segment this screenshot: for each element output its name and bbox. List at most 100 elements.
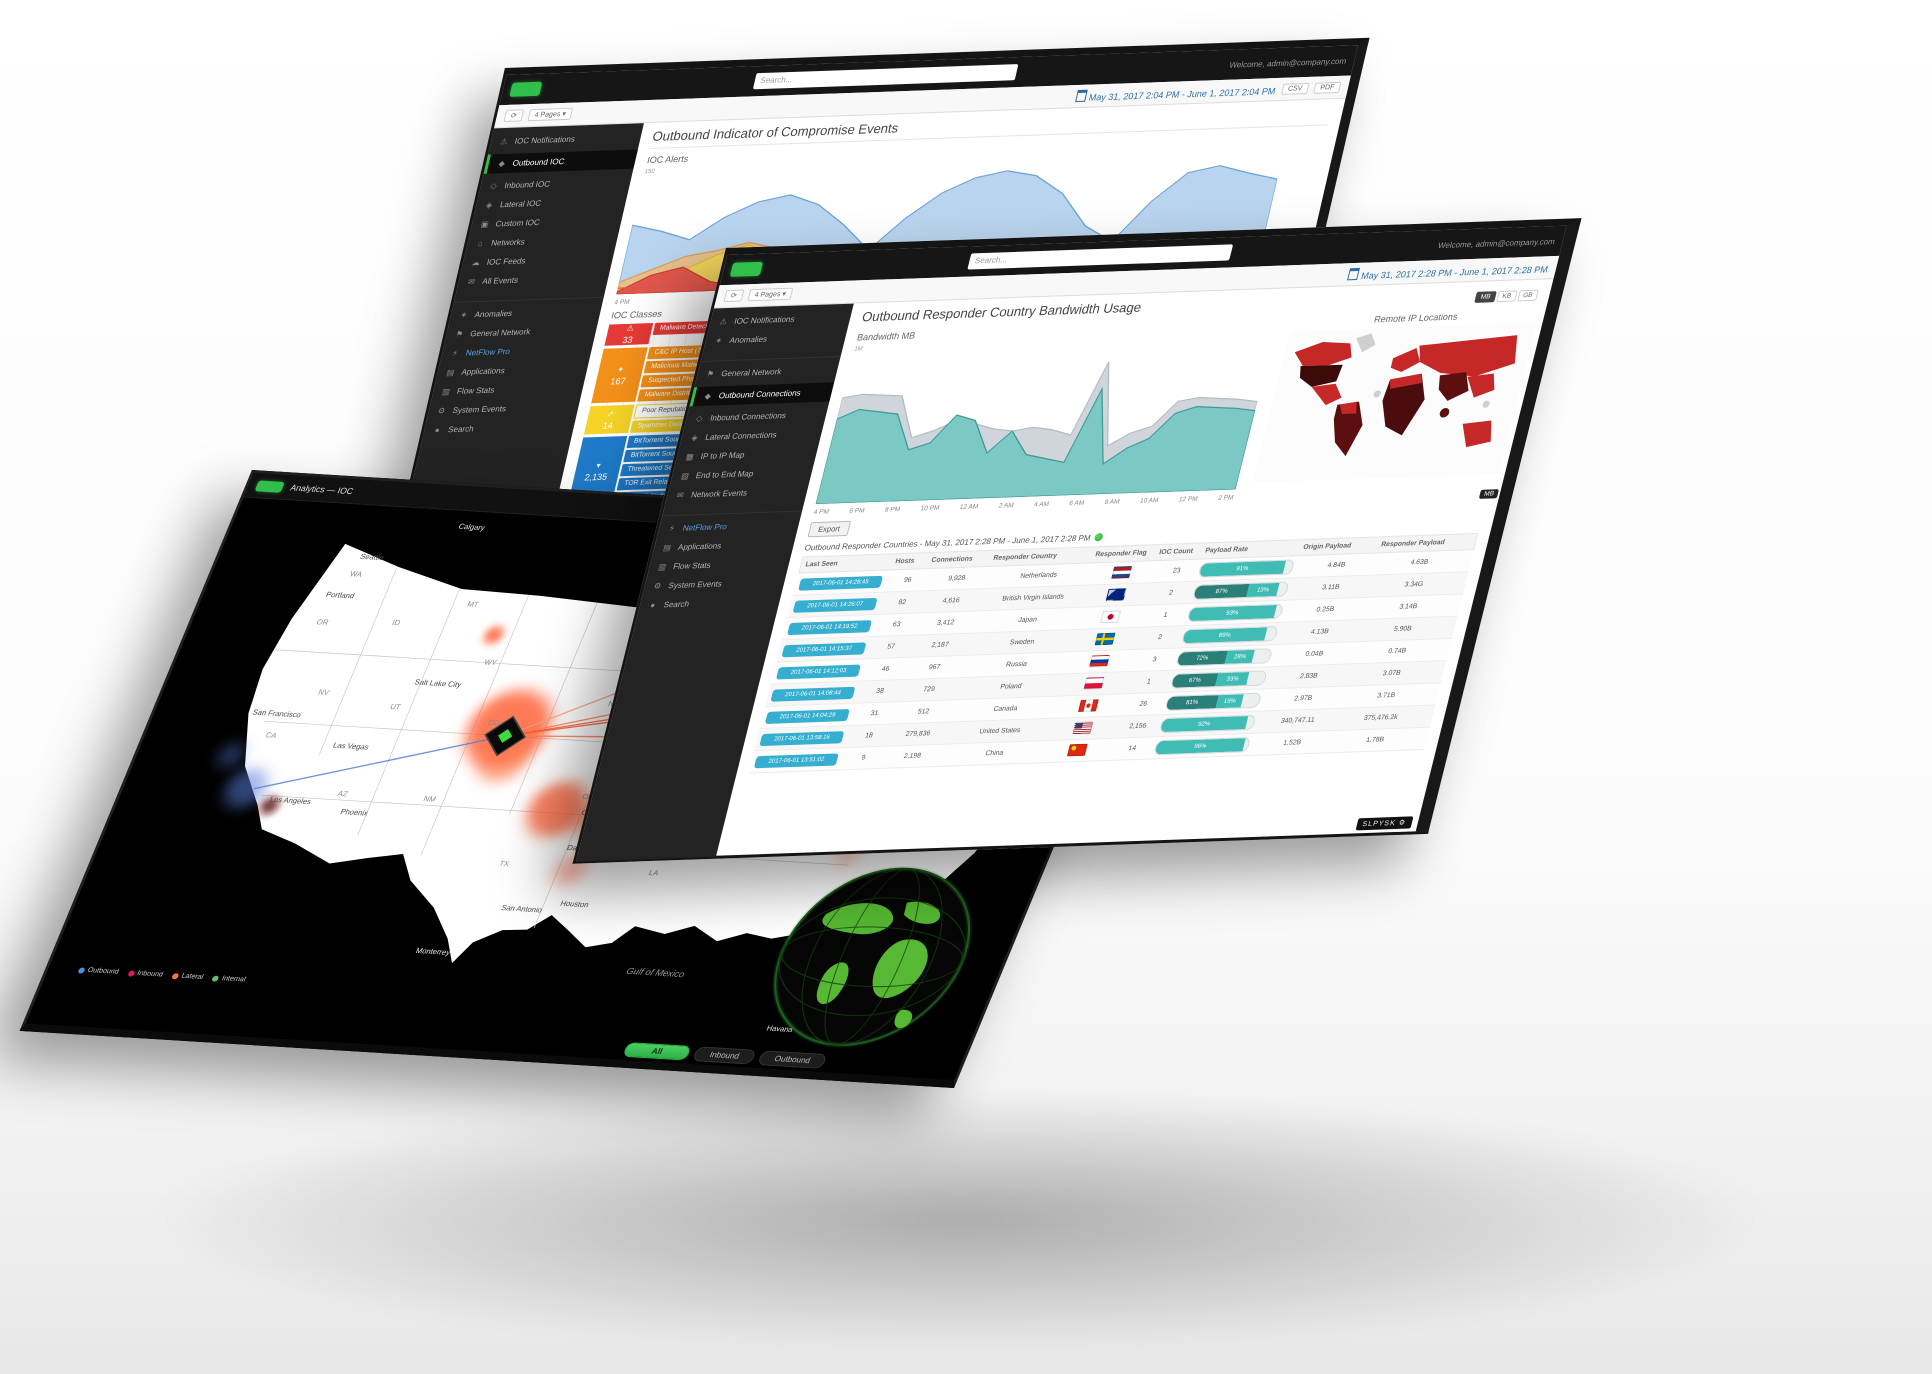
refresh-button[interactable]: ⟳: [503, 109, 525, 123]
sidebar-item-outbound-ioc[interactable]: ◆ Outbound IOC: [483, 149, 638, 174]
map-label: Monterrey: [415, 946, 452, 957]
class-count: 2,135: [583, 471, 609, 483]
payload-rate-bar: 72% 28%: [1175, 648, 1274, 667]
country-cell: Japan: [1017, 616, 1038, 625]
hosts-cell: 46: [880, 665, 891, 673]
sidebar-item-label: Networks: [490, 237, 526, 248]
refresh-button[interactable]: ⟳: [723, 289, 745, 303]
unit-button-mb[interactable]: MB: [1474, 291, 1497, 303]
unit-button-gb[interactable]: GB: [1516, 289, 1539, 302]
pdf-button[interactable]: PDF: [1313, 81, 1342, 94]
bandwidth-area-chart[interactable]: [814, 338, 1273, 505]
sidebar-item-label: Search: [447, 424, 475, 435]
se-flag-icon: [1094, 632, 1116, 645]
x-tick: 10 AM: [1139, 497, 1160, 505]
timestamp-chip[interactable]: 2017-06-01 14:26:07: [792, 597, 878, 613]
timestamp-chip[interactable]: 2017-06-01 14:28:45: [798, 575, 884, 591]
sidebar-item-label: Network Events: [690, 488, 749, 500]
outbound-icon: ◆: [703, 391, 713, 401]
sidebar-item-general-network[interactable]: ⚑ General Network: [695, 356, 841, 385]
sidebar-item-label: Inbound IOC: [503, 179, 552, 191]
legend-label: Internal: [220, 975, 247, 984]
search-input[interactable]: Search...: [752, 64, 1019, 90]
date-range[interactable]: May 31, 2017 2:04 PM - June 1, 2017 2:04…: [1075, 83, 1278, 103]
pl-flag-icon: [1083, 676, 1105, 690]
date-range[interactable]: May 31, 2017 2:28 PM - June 1, 2017 2:28…: [1347, 261, 1550, 281]
country-cell: Sweden: [1008, 638, 1036, 647]
threat-blob: [224, 768, 268, 808]
x-tick: 6 AM: [1068, 499, 1085, 508]
timestamp-chip[interactable]: 2017-06-01 14:08:44: [770, 686, 856, 702]
column-header: Responder Country: [992, 552, 1058, 562]
ioc-count-cell: 2,156: [1128, 722, 1148, 731]
calendar-icon: [1075, 89, 1088, 102]
apps-icon: ▤: [445, 367, 456, 378]
origin-payload-cell: 1.52B: [1282, 739, 1302, 747]
map-label: NV: [317, 688, 332, 697]
x-tick: 2 AM: [997, 502, 1015, 510]
sidebar-item-outbound-connections[interactable]: ◆ Outbound Connections: [689, 382, 835, 407]
column-header: Hosts: [894, 557, 916, 566]
origin-payload-cell: 4.84B: [1326, 561, 1347, 570]
timestamp-chip[interactable]: 2017-06-01 14:12:03: [776, 664, 862, 680]
timestamp-chip[interactable]: 2017-06-01 13:51:02: [753, 752, 839, 768]
sidebar-item-network-events[interactable]: ✉ Network Events: [665, 481, 810, 505]
csv-button[interactable]: CSV: [1280, 82, 1310, 95]
sidebar-item-search[interactable]: ● Search: [637, 591, 782, 615]
responder-payload-cell: 4.63B: [1409, 558, 1430, 567]
threat-blob: [477, 735, 530, 783]
timestamp-chip[interactable]: 2017-06-01 14:15:37: [781, 641, 867, 657]
nl-flag-icon: [1111, 565, 1133, 579]
search-input[interactable]: Search...: [966, 244, 1233, 270]
responder-payload-cell: 3.34G: [1403, 580, 1424, 589]
inbound-icon: ◇: [695, 413, 704, 424]
export-button[interactable]: Export: [807, 520, 851, 538]
hosts-cell: 18: [864, 732, 874, 740]
x-tick: 8 AM: [1103, 498, 1121, 506]
responder-payload-cell: 3.14B: [1398, 603, 1419, 611]
welcome-text: Welcome, admin@company.com: [1437, 236, 1557, 250]
outbound-icon: ◆: [497, 159, 506, 169]
threat-blob: [259, 796, 280, 815]
sidebar-item-search[interactable]: ● Search: [422, 416, 576, 440]
timestamp-chip[interactable]: 2017-06-01 14:19:52: [787, 619, 873, 635]
legend-dot: [171, 972, 180, 979]
sidebar-item-anomalies[interactable]: ✶ Anomalies: [703, 327, 848, 351]
world-choropleth[interactable]: [1251, 322, 1539, 483]
x-tick: 4 PM: [613, 298, 631, 307]
gear-icon: ⚙: [437, 406, 447, 416]
column-header: IOC Count: [1158, 547, 1194, 557]
connections-cell: 4,616: [941, 597, 961, 605]
sidebar-item-label: NetFlow Pro: [464, 346, 511, 358]
sidebar-item-ioc-notifications[interactable]: ⚠ IOC Notifications: [489, 127, 643, 151]
origin-payload-cell: 2.83B: [1298, 672, 1319, 681]
mb-tag[interactable]: MB: [1479, 489, 1500, 499]
country-cell: Poland: [999, 682, 1023, 691]
ioc-count-cell: 2: [1168, 589, 1174, 597]
responder-payload-cell: 375,476.2k: [1362, 713, 1399, 723]
ioc-count-cell: 23: [1171, 567, 1182, 575]
origin-payload-cell: 2.97B: [1293, 694, 1313, 703]
floor-shadow: [140, 1090, 1780, 1350]
events-icon: ✉: [675, 490, 685, 500]
legend-label: Inbound: [135, 970, 165, 979]
timestamp-chip[interactable]: 2017-06-01 14:04:29: [764, 708, 850, 724]
search-icon: ●: [649, 600, 657, 610]
ca-flag-icon: [1078, 698, 1100, 712]
threat-blob: [484, 626, 504, 644]
connections-cell: 9,928: [947, 574, 966, 583]
origin-payload-cell: 3.11B: [1321, 583, 1341, 592]
sidebar-item-label: General Network: [720, 367, 783, 379]
unit-button-kb[interactable]: KB: [1496, 290, 1518, 303]
sidebar-item-label: Applications: [676, 541, 723, 552]
pages-dropdown[interactable]: 4 Pages ▾: [527, 107, 574, 122]
map-label: Calgary: [457, 522, 486, 532]
stats-icon: ▥: [441, 387, 451, 397]
sidebar-item-all-events[interactable]: ✉ All Events: [456, 267, 610, 291]
timestamp-chip[interactable]: 2017-06-01 13:58:16: [759, 730, 845, 746]
sidebar-item-label: NetFlow Pro: [681, 522, 729, 533]
vg-flag-icon: [1105, 587, 1127, 601]
pages-dropdown[interactable]: 4 Pages ▾: [747, 287, 794, 302]
sidebar-item-label: End to End Map: [694, 469, 755, 481]
